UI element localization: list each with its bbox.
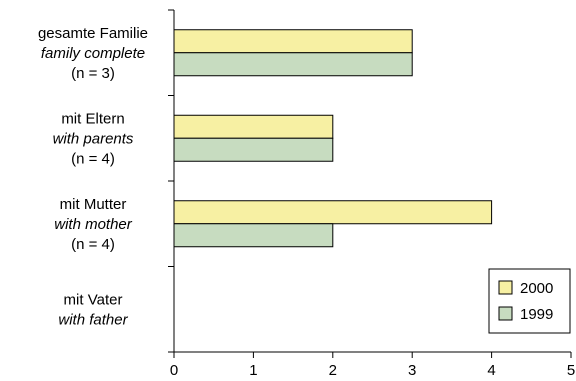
x-tick-label: 4 (487, 362, 495, 379)
category-label-de: mit Mutter (60, 196, 127, 213)
category-label-en: with mother (54, 216, 133, 233)
category-labels: gesamte Familie family complete (n = 3) mit… (38, 25, 148, 329)
bar-1999-0 (174, 53, 412, 76)
category-label-en: with parents (53, 130, 134, 147)
category-label-de: mit Vater (64, 291, 123, 308)
bar-1999-1 (174, 138, 333, 161)
category-label-n: (n = 4) (71, 150, 115, 167)
category-label-en: with father (58, 311, 128, 328)
x-tick-label: 2 (329, 362, 337, 379)
category-label-en: family complete (41, 45, 145, 62)
x-ticks: 0 1 2 3 4 5 (170, 352, 575, 379)
legend-swatch-2000 (499, 281, 512, 294)
legend-box (489, 269, 570, 333)
legend-label-1999: 1999 (520, 306, 553, 323)
legend: 2000 1999 (489, 269, 570, 333)
x-tick-label: 3 (408, 362, 416, 379)
category-label-de: gesamte Familie (38, 25, 148, 42)
bar-2000-2 (174, 201, 492, 224)
x-tick-label: 5 (567, 362, 575, 379)
legend-swatch-1999 (499, 307, 512, 320)
bar-1999-2 (174, 224, 333, 247)
x-tick-label: 1 (249, 362, 257, 379)
legend-label-2000: 2000 (520, 280, 553, 297)
category-label-n: (n = 3) (71, 65, 115, 82)
bars (174, 30, 492, 247)
x-tick-label: 0 (170, 362, 178, 379)
category-label-n: (n = 4) (71, 236, 115, 253)
category-label-de: mit Eltern (61, 110, 124, 127)
bar-2000-0 (174, 30, 412, 53)
bar-2000-1 (174, 115, 333, 138)
